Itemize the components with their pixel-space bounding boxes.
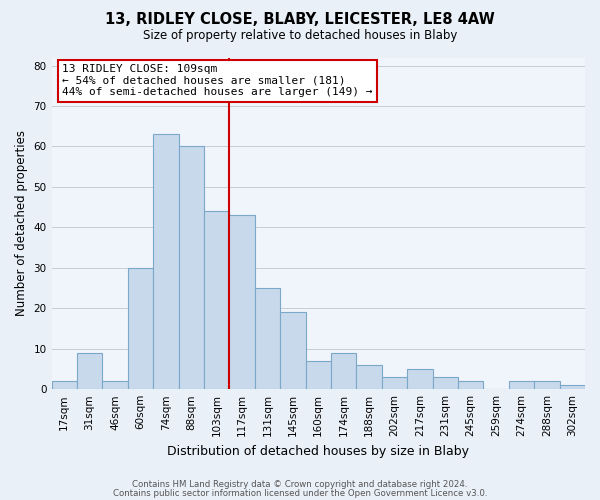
Bar (407, 369, 433, 389)
Bar (356, 365, 382, 389)
Bar (103, 381, 128, 389)
Bar (305, 361, 331, 389)
Bar (433, 377, 458, 389)
Bar (382, 377, 407, 389)
Text: 13, RIDLEY CLOSE, BLABY, LEICESTER, LE8 4AW: 13, RIDLEY CLOSE, BLABY, LEICESTER, LE8 … (105, 12, 495, 28)
Y-axis label: Number of detached properties: Number of detached properties (15, 130, 28, 316)
Text: Contains public sector information licensed under the Open Government Licence v3: Contains public sector information licen… (113, 488, 487, 498)
Bar (509, 381, 534, 389)
Bar (128, 268, 153, 389)
Bar (204, 211, 229, 389)
Bar (52, 381, 77, 389)
Text: Contains HM Land Registry data © Crown copyright and database right 2024.: Contains HM Land Registry data © Crown c… (132, 480, 468, 489)
Bar (534, 381, 560, 389)
Bar (255, 288, 280, 389)
Bar (153, 134, 179, 389)
Text: Size of property relative to detached houses in Blaby: Size of property relative to detached ho… (143, 29, 457, 42)
Bar (280, 312, 305, 389)
Bar (229, 216, 255, 389)
Text: 13 RIDLEY CLOSE: 109sqm
← 54% of detached houses are smaller (181)
44% of semi-d: 13 RIDLEY CLOSE: 109sqm ← 54% of detache… (62, 64, 373, 98)
X-axis label: Distribution of detached houses by size in Blaby: Distribution of detached houses by size … (167, 444, 469, 458)
Bar (560, 385, 585, 389)
Bar (179, 146, 204, 389)
Bar (77, 353, 103, 389)
Bar (458, 381, 484, 389)
Bar (331, 353, 356, 389)
